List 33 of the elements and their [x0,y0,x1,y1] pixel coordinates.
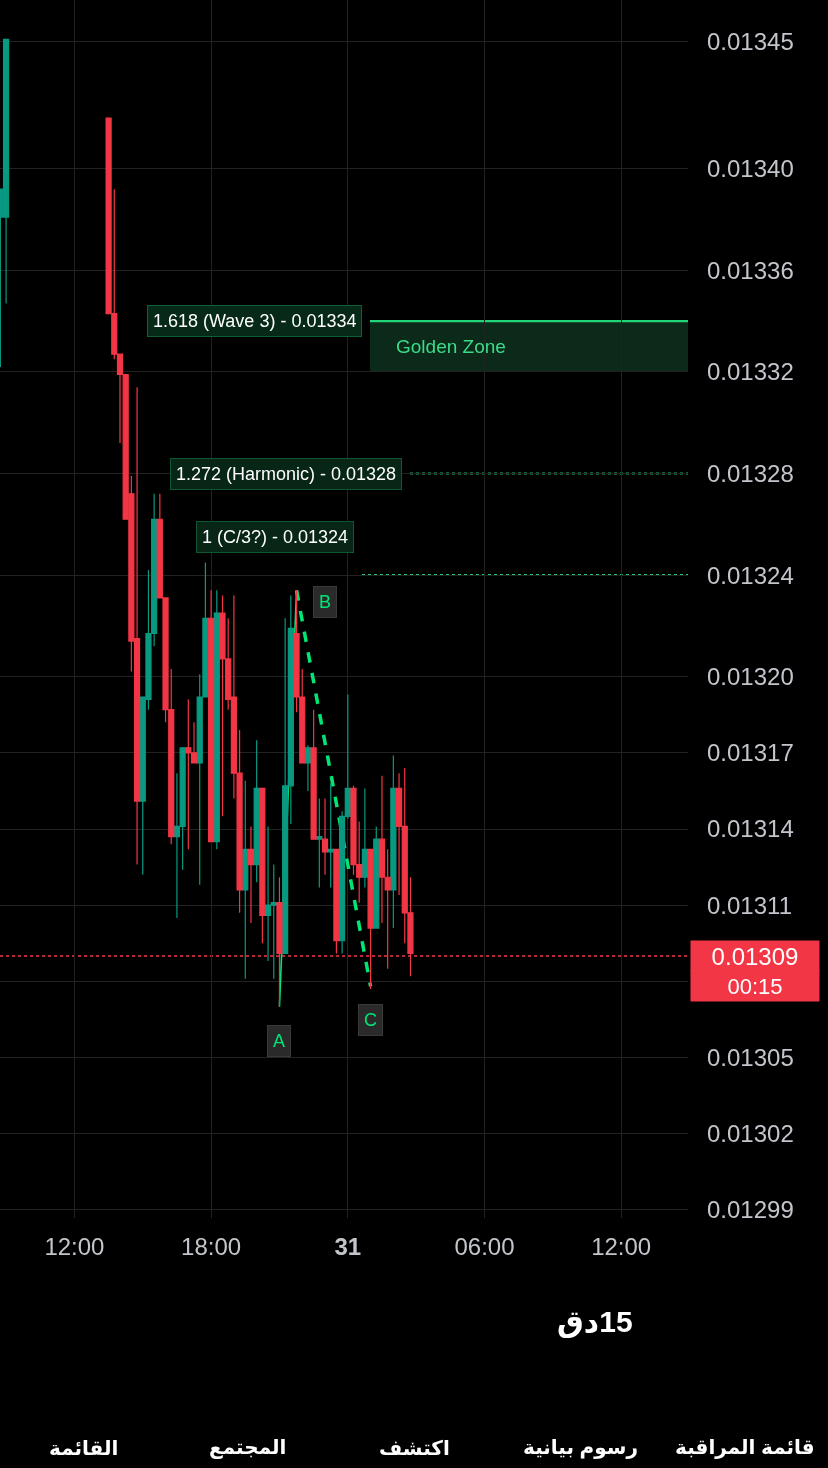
y-tick-label: 0.01324 [707,561,794,589]
y-tick-label: 0.01340 [707,155,794,183]
x-tick-label: 18:00 [181,1233,242,1260]
annotation: A [273,1031,286,1051]
y-tick-label: 0.01311 [707,891,792,919]
y-tick-label: 0.01317 [707,739,794,767]
y-tick-label: 0.01320 [707,663,794,691]
y-tick-label: 0.01345 [707,28,794,56]
y-tick-label: 0.01328 [707,459,794,487]
text: رسوم بيانية [523,1436,638,1459]
ref-line-label: 1.272 (Harmonic) - 0.01328 [176,464,397,484]
ref-line-label: 1.618 (Wave 3) - 0.01334 [153,311,357,331]
text: القائمة [49,1437,119,1459]
text: 15دق [557,1305,633,1338]
y-tick-label: 0.01299 [707,1196,794,1224]
band-label: Golden Zone [396,336,506,357]
text: المجتمع [209,1436,287,1459]
annotation: B [319,592,332,612]
text: قائمة المراقبة [675,1436,815,1459]
ref-line-label: 0.01309 [711,942,799,970]
x-tick-label: 06:00 [454,1233,515,1260]
ref-line-label: 1 (C/3?) - 0.01324 [202,527,349,547]
text: 00:15 [727,973,783,999]
y-tick-label: 0.01336 [707,256,794,284]
annotation: C [364,1010,377,1030]
text: اكتشف [379,1437,450,1459]
x-tick-label: 12:00 [591,1233,652,1260]
y-tick-label: 0.01302 [707,1120,794,1148]
x-tick-label: 12:00 [44,1233,105,1260]
x-tick-label: 31 [334,1233,362,1260]
y-tick-label: 0.01332 [707,358,794,386]
y-tick-label: 0.01305 [707,1043,794,1071]
y-tick-label: 0.01314 [707,815,794,843]
